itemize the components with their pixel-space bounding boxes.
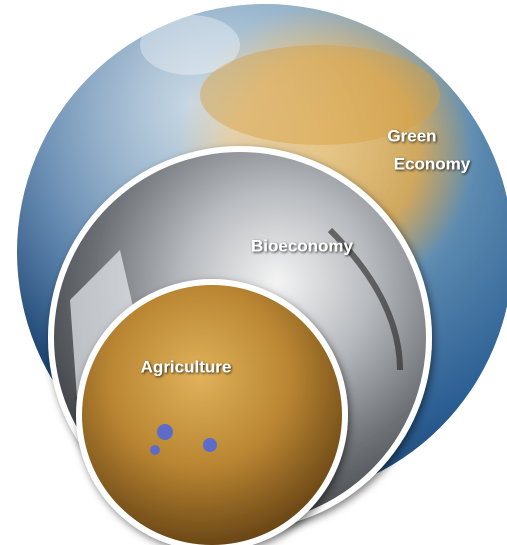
node-label: Agriculture — [141, 357, 232, 376]
node-label: Bioeconomy — [251, 236, 354, 255]
node-label: Economy — [394, 154, 471, 173]
node-label: Green — [387, 126, 436, 145]
agriculture-circle — [76, 279, 348, 545]
